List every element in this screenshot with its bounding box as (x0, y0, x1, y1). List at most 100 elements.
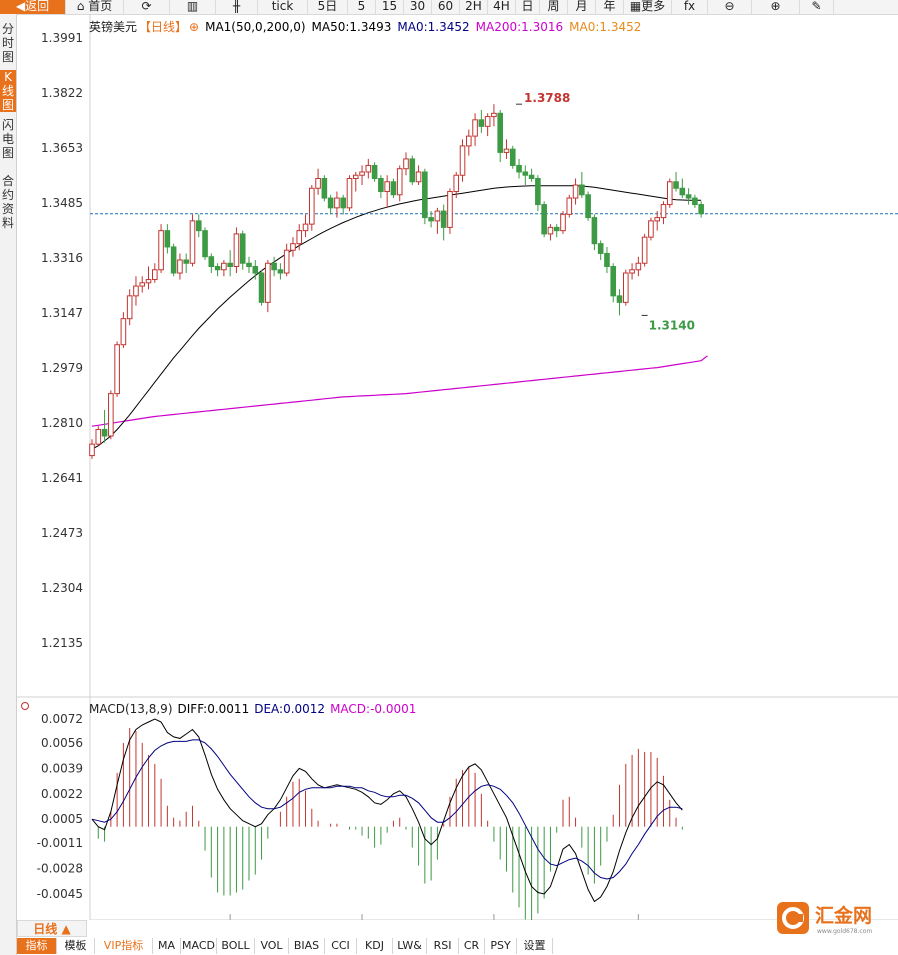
toolbar-btn-tick[interactable]: tick (258, 0, 308, 14)
candle-body (227, 262, 233, 268)
indicator-tab[interactable]: MACD (181, 938, 217, 954)
candle-body (503, 148, 510, 153)
candle (547, 224, 554, 241)
candle-body (604, 252, 610, 268)
toolbar-label: 60 (437, 0, 454, 13)
candle (89, 439, 95, 459)
candle-body (528, 174, 535, 179)
candle-body (158, 230, 164, 271)
candle (252, 259, 259, 280)
indicator-tab[interactable]: 设置 (517, 938, 553, 954)
candle-body (283, 249, 290, 274)
toolbar-btn-日[interactable]: 日 (516, 0, 540, 14)
candle-body (466, 135, 472, 147)
indicator-tab[interactable]: PSY (485, 938, 517, 954)
sidebar-item-1[interactable]: K线图 (0, 70, 16, 112)
period-selector[interactable]: 日线 ▲ (17, 920, 87, 937)
y-tick-label: 1.3991 (41, 31, 83, 45)
toolbar-btn-30[interactable]: 30 (404, 0, 432, 14)
candle-body (579, 184, 585, 196)
candle (296, 224, 303, 251)
candle (352, 171, 359, 192)
toolbar-grid-button[interactable]: ▦更多 (624, 0, 672, 14)
candle (503, 139, 510, 159)
candle-body (428, 217, 434, 222)
candle (453, 171, 460, 199)
toolbar-btn-年[interactable]: 年 (596, 0, 624, 14)
candle (648, 217, 654, 241)
toolbar-refresh-button[interactable]: ⟳ (124, 0, 170, 14)
candle-body (302, 223, 309, 232)
candle-body (170, 246, 177, 274)
candle-body (252, 266, 259, 274)
toolbar-fx-button[interactable]: fx (672, 0, 708, 14)
candle-body (183, 259, 189, 264)
sidebar-item-0[interactable]: 分时图 (1, 22, 14, 64)
candle (635, 256, 642, 277)
toolbar-label: 周 (547, 0, 560, 13)
candle-body (560, 213, 566, 232)
pen-icon: ✎ (811, 0, 822, 13)
candle (177, 253, 183, 280)
toolbar-btn-5[interactable]: 5 (348, 0, 376, 14)
indicator-tab[interactable]: 指标 (17, 938, 57, 954)
indicator-tab[interactable]: KDJ (357, 938, 393, 954)
candle-body (371, 164, 378, 179)
candle (158, 224, 164, 274)
candle-body (541, 204, 547, 235)
toolbar-btn-周[interactable]: 周 (540, 0, 568, 14)
toolbar-home-button[interactable]: ⌂ 首页 (66, 0, 124, 14)
candle (233, 227, 240, 274)
indicator-tab[interactable]: BOLL (217, 938, 255, 954)
toolbar-candle-button[interactable]: ╫ (216, 0, 258, 14)
candle (346, 175, 353, 212)
toolbar-btn-月[interactable]: 月 (568, 0, 596, 14)
sidebar-item-3[interactable]: 合约资料 (1, 174, 14, 230)
indicator-tab[interactable]: VIP指标 (95, 938, 153, 954)
toolbar-btn-5日[interactable]: 5日 (308, 0, 348, 14)
sidebar-item-2[interactable]: 闪电图 (1, 118, 14, 160)
candle (466, 129, 472, 156)
candle (478, 110, 485, 133)
candle-body (585, 194, 591, 219)
indicator-tab[interactable]: BIAS (289, 938, 325, 954)
candle (152, 263, 158, 283)
indicator-tab[interactable]: VOL (255, 938, 289, 954)
candle (472, 113, 478, 146)
macd-legend-item: MACD:-0.0001 (330, 702, 416, 716)
candle-body (321, 177, 328, 199)
toolbar-btn-2H[interactable]: 2H (460, 0, 488, 14)
candle (679, 178, 686, 199)
candle-body (195, 220, 202, 232)
indicator-tab[interactable]: 模板 (57, 938, 95, 954)
toolbar-zoom-out-button[interactable]: ⊖ (708, 0, 752, 14)
toolbar-back-button[interactable]: ◀返回 (0, 0, 66, 14)
candle-body (654, 217, 661, 222)
candle (202, 227, 208, 260)
indicator-tab[interactable]: CR (459, 938, 485, 954)
toolbar-pen-button[interactable]: ✎ (800, 0, 834, 14)
toolbar-btn-15[interactable]: 15 (376, 0, 404, 14)
candle (390, 178, 397, 199)
indicator-tab[interactable]: MA (153, 938, 181, 954)
candle-body (566, 197, 573, 215)
candle-body (327, 197, 334, 209)
indicator-tab[interactable]: CCI (325, 938, 357, 954)
candle-body (522, 171, 529, 176)
toolbar-zoom-in-button[interactable]: ⊕ (752, 0, 800, 14)
toolbar-btn-4H[interactable]: 4H (488, 0, 516, 14)
toolbar-btn-60[interactable]: 60 (432, 0, 460, 14)
candle (434, 207, 441, 234)
candle-body (133, 285, 139, 297)
indicator-tab[interactable]: RSI (427, 938, 459, 954)
candle-body (509, 148, 516, 166)
toolbar-label: 2H (465, 0, 482, 13)
candle (415, 165, 422, 186)
candle (126, 289, 133, 326)
macd-legend: MACD(13,8,9) DIFF:0.0011 DEA:0.0012 MACD:-0… (89, 702, 416, 716)
indicator-tab[interactable]: LW& (393, 938, 427, 954)
logo-text: 汇金网 (815, 904, 872, 927)
candle (271, 256, 277, 277)
candle (302, 214, 309, 238)
toolbar-bar-chart-button[interactable]: ▥ (170, 0, 216, 14)
